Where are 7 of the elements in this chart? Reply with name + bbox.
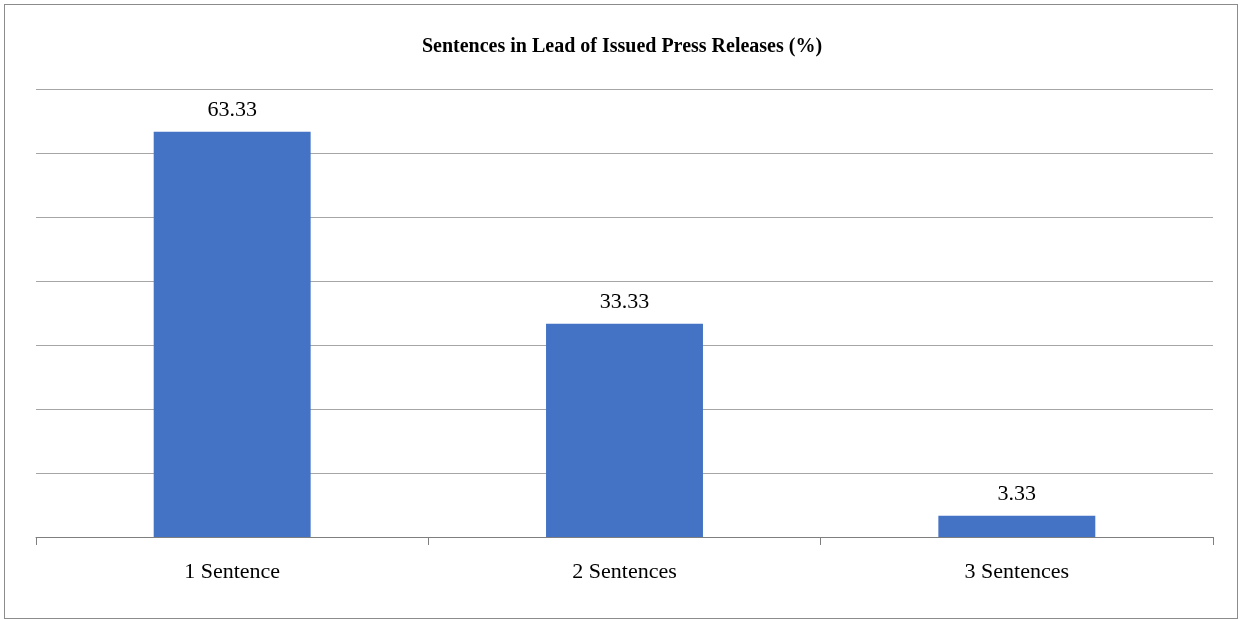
x-tick-label: 2 Sentences [572, 557, 677, 583]
x-tick-label: 3 Sentences [964, 557, 1070, 583]
data-label: 63.33 [207, 96, 257, 122]
data-label: 33.33 [599, 288, 650, 314]
data-label: 3.33 [997, 480, 1037, 506]
chart-title: Sentences in Lead of Issued Press Releases (%) [421, 34, 823, 57]
x-tick-label: 1 Sentence [184, 557, 281, 583]
